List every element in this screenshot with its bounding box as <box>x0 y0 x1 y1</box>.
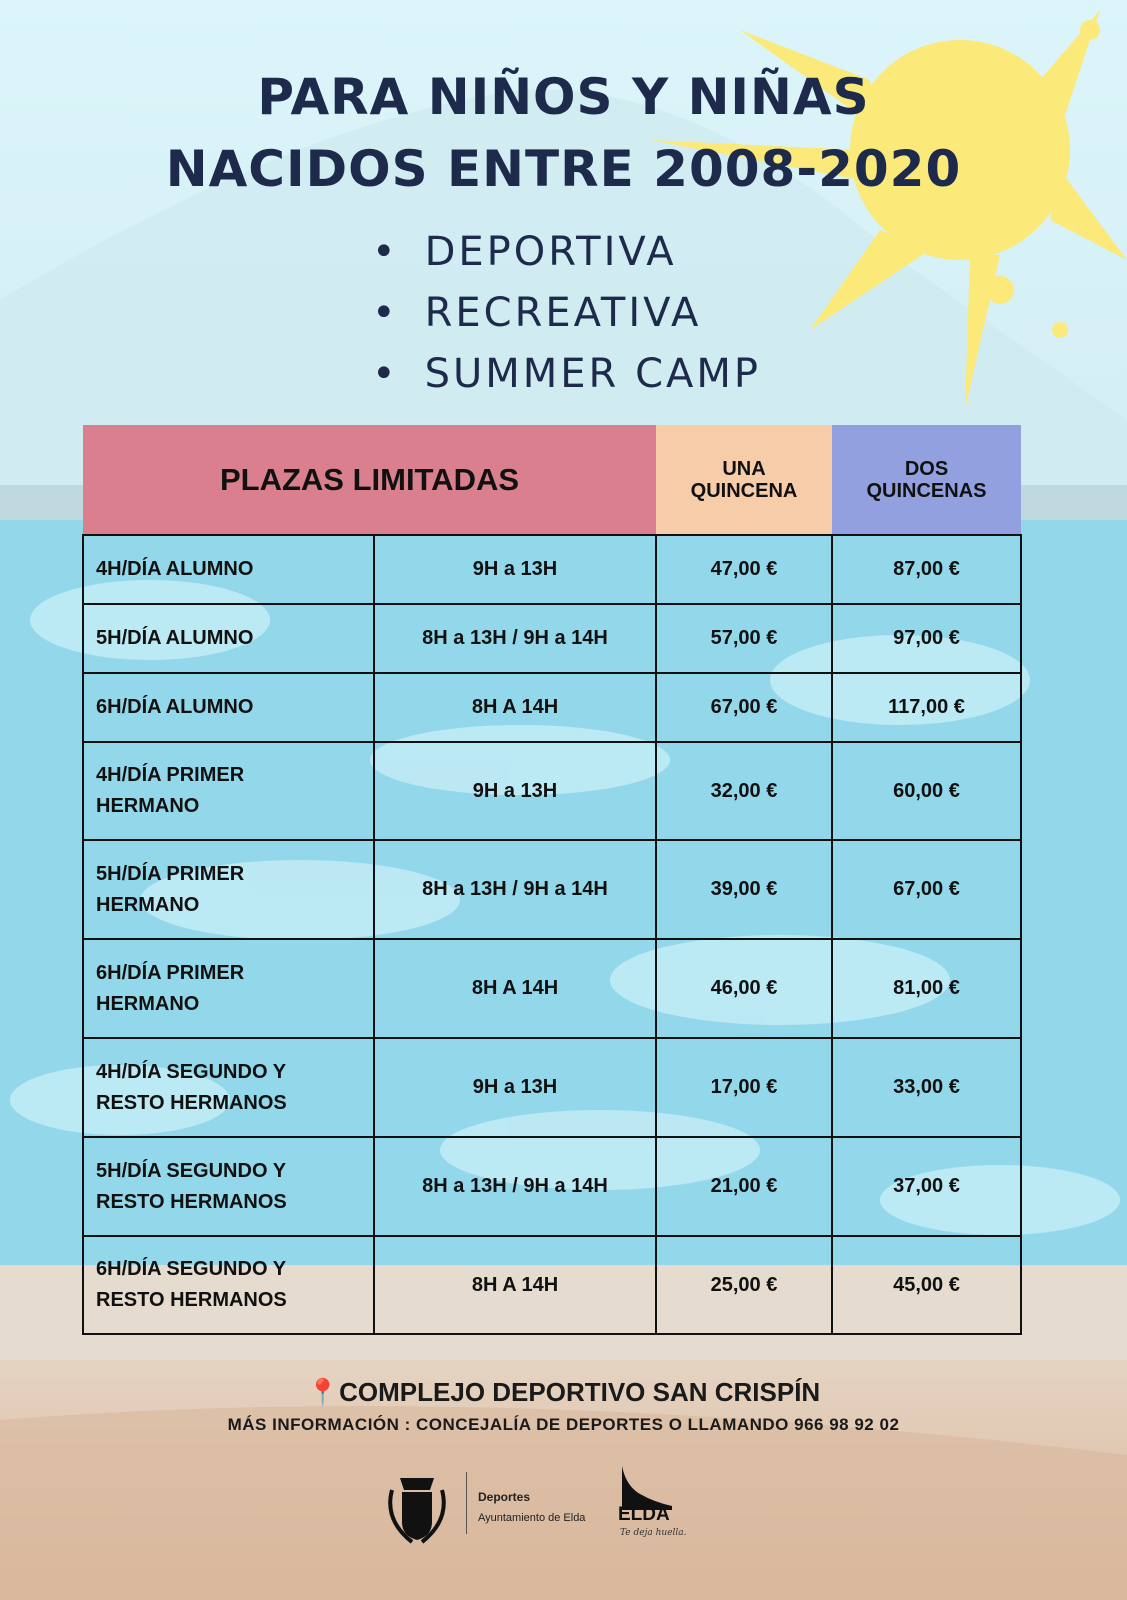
row-price-una: 67,00 € <box>655 672 833 743</box>
header-text: QUINCENA <box>690 479 798 502</box>
row-price-una: 46,00 € <box>655 938 833 1039</box>
row-type-1: 5H/DÍA SEGUNDO Y <box>96 1159 287 1182</box>
header-dos-quincenas: DOS QUINCENAS <box>832 425 1021 535</box>
row-type: 5H/DÍA SEGUNDO Y RESTO HERMANOS <box>82 1136 375 1237</box>
sun-icon <box>650 10 1127 410</box>
row-hours: 8H a 13H / 9H a 14H <box>373 1136 657 1237</box>
row-price-dos: 117,00 € <box>831 672 1022 743</box>
row-type-1: 5H/DÍA PRIMER <box>96 862 245 885</box>
row-type-1: 4H/DÍA SEGUNDO Y <box>96 1060 287 1083</box>
row-type-2: RESTO HERMANOS <box>96 1091 287 1114</box>
row-hours: 8H A 14H <box>373 672 657 743</box>
coat-of-arms-logo <box>388 1466 672 1544</box>
table-row: 5H/DÍA ALUMNO 8H a 13H / 9H a 14H 57,00 … <box>82 603 1022 674</box>
title-line-1: PARA NIÑOS Y NIÑAS <box>257 68 870 126</box>
row-type: 4H/DÍA PRIMER HERMANO <box>82 741 375 841</box>
row-type-2: HERMANO <box>96 893 200 916</box>
location: 📍COMPLEJO DEPORTIVO SAN CRISPÍN <box>0 1377 1127 1408</box>
row-price-una: 25,00 € <box>655 1235 833 1335</box>
activity-item: SUMMER CAMP <box>372 344 761 405</box>
table-row: 6H/DÍA ALUMNO 8H A 14H 67,00 € 117,00 € <box>82 672 1022 743</box>
row-price-dos: 97,00 € <box>831 603 1022 674</box>
row-hours: 9H a 13H <box>373 1037 657 1138</box>
row-type-1: 6H/DÍA SEGUNDO Y <box>96 1258 287 1280</box>
row-price-una: 47,00 € <box>655 534 833 605</box>
row-type-1: 6H/DÍA ALUMNO <box>96 696 254 718</box>
table-row: 5H/DÍA PRIMER HERMANO 8H a 13H / 9H a 14H… <box>82 839 1022 940</box>
row-type: 6H/DÍA SEGUNDO Y RESTO HERMANOS <box>82 1235 375 1335</box>
row-hours: 8H a 13H / 9H a 14H <box>373 839 657 940</box>
row-type: 6H/DÍA PRIMER HERMANO <box>82 938 375 1039</box>
row-price-dos: 37,00 € <box>831 1136 1022 1237</box>
row-type: 5H/DÍA ALUMNO <box>82 603 375 674</box>
row-hours: 8H a 13H / 9H a 14H <box>373 603 657 674</box>
row-price-una: 39,00 € <box>655 839 833 940</box>
row-price-dos: 33,00 € <box>831 1037 1022 1138</box>
table-header-row: PLAZAS LIMITADAS UNA QUINCENA DOS QUINCENA… <box>83 425 1021 535</box>
row-type-2: HERMANO <box>96 795 200 817</box>
row-type-2: RESTO HERMANOS <box>96 1289 287 1311</box>
table-row: 6H/DÍA SEGUNDO Y RESTO HERMANOS 8H A 14H … <box>82 1235 1022 1335</box>
table-row: 6H/DÍA PRIMER HERMANO 8H A 14H 46,00 € 81… <box>82 938 1022 1039</box>
table-row: 5H/DÍA SEGUNDO Y RESTO HERMANOS 8H a 13H … <box>82 1136 1022 1237</box>
row-type-1: 5H/DÍA ALUMNO <box>96 627 254 649</box>
row-hours: 8H A 14H <box>373 1235 657 1335</box>
header-text: DOS <box>904 457 949 480</box>
title-line-2: NACIDOS ENTRE 2008-2020 <box>165 140 962 198</box>
row-price-una: 21,00 € <box>655 1136 833 1237</box>
row-price-dos: 45,00 € <box>831 1235 1022 1335</box>
row-price-dos: 67,00 € <box>831 839 1022 940</box>
map-pin-icon: 📍 <box>306 1377 340 1407</box>
activity-list: DEPORTIVA RECREATIVA SUMMER CAMP <box>372 222 761 405</box>
table-row: 4H/DÍA PRIMER HERMANO 9H a 13H 32,00 € 60… <box>82 741 1022 841</box>
row-hours: 8H A 14H <box>373 938 657 1039</box>
row-price-una: 17,00 € <box>655 1037 833 1138</box>
header-plazas: PLAZAS LIMITADAS <box>83 425 656 535</box>
elda-slogan: Te deja huella. <box>620 1528 687 1538</box>
elda-brand: ELDA <box>618 1504 670 1525</box>
row-type-2: HERMANO <box>96 992 200 1015</box>
row-type-1: 4H/DÍA PRIMER <box>96 764 245 786</box>
table-row: 4H/DÍA ALUMNO 9H a 13H 47,00 € 87,00 € <box>82 534 1022 605</box>
row-type-1: 6H/DÍA PRIMER <box>96 961 245 984</box>
row-type: 6H/DÍA ALUMNO <box>82 672 375 743</box>
deportes-logo-text: Deportes Ayuntamiento de Elda <box>478 1487 585 1528</box>
row-price-dos: 60,00 € <box>831 741 1022 841</box>
row-type: 5H/DÍA PRIMER HERMANO <box>82 839 375 940</box>
row-price-una: 57,00 € <box>655 603 833 674</box>
activity-item: DEPORTIVA <box>372 222 761 283</box>
row-price-una: 32,00 € <box>655 741 833 841</box>
header-text: QUINCENAS <box>866 479 987 502</box>
activity-item: RECREATIVA <box>372 283 761 344</box>
row-type-2: RESTO HERMANOS <box>96 1190 287 1213</box>
location-text: COMPLEJO DEPORTIVO SAN CRISPÍN <box>339 1377 821 1407</box>
table-row: 4H/DÍA SEGUNDO Y RESTO HERMANOS 9H a 13H … <box>82 1037 1022 1138</box>
row-type-1: 4H/DÍA ALUMNO <box>96 558 254 580</box>
row-type: 4H/DÍA SEGUNDO Y RESTO HERMANOS <box>82 1037 375 1138</box>
header-una-quincena: UNA QUINCENA <box>656 425 832 535</box>
row-type: 4H/DÍA ALUMNO <box>82 534 375 605</box>
row-hours: 9H a 13H <box>373 741 657 841</box>
row-price-dos: 87,00 € <box>831 534 1022 605</box>
price-table: PLAZAS LIMITADAS UNA QUINCENA DOS QUINCENA… <box>82 425 1022 1335</box>
contact-info: MÁS INFORMACIÓN : CONCEJALÍA DE DEPORTES… <box>227 1415 900 1434</box>
logo-dept: Deportes <box>478 1490 531 1504</box>
row-price-dos: 81,00 € <box>831 938 1022 1039</box>
header-text: UNA <box>722 457 766 480</box>
row-hours: 9H a 13H <box>373 534 657 605</box>
logo-org: Ayuntamiento de Elda <box>478 1512 586 1524</box>
